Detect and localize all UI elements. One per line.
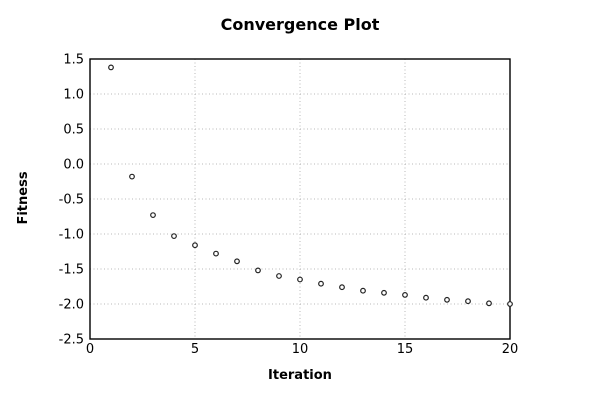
scatter-point <box>381 289 387 296</box>
scatter-point <box>423 294 429 301</box>
x-tick-label: 20 <box>502 342 519 357</box>
y-tick-label: 0.0 <box>63 158 84 173</box>
data-points <box>108 64 513 307</box>
y-tick-label: -2.0 <box>59 298 84 313</box>
chart-title: Convergence Plot <box>221 15 380 34</box>
x-tick-label: 0 <box>86 342 94 357</box>
scatter-point <box>507 301 513 307</box>
y-tick-label: 1.5 <box>63 53 84 68</box>
scatter-point <box>213 250 219 257</box>
scatter-point <box>318 280 324 287</box>
y-tick-labels: -2.5 -2.0 -1.5 -1.0 -0.5 0.0 0.5 1.0 1.5 <box>59 53 84 348</box>
y-axis-label: Fitness <box>16 171 31 224</box>
y-tick-label: 0.5 <box>63 123 84 138</box>
scatter-point <box>129 173 135 180</box>
scatter-point <box>192 242 198 249</box>
scatter-point <box>171 233 177 240</box>
scatter-point <box>276 273 282 279</box>
scatter-point <box>297 276 303 283</box>
scatter-point <box>360 287 366 294</box>
scatter-point <box>234 258 240 265</box>
scatter-point <box>444 296 450 303</box>
scatter-point <box>255 267 261 274</box>
scatter-point <box>108 64 114 71</box>
y-tick-label: -1.0 <box>59 228 84 243</box>
scatter-point <box>150 212 156 219</box>
scatter-point <box>465 298 471 305</box>
y-tick-label: -2.5 <box>59 333 84 348</box>
x-tick-label: 5 <box>191 342 199 357</box>
x-tick-label: 10 <box>292 342 309 357</box>
plot-frame <box>89 58 511 340</box>
scatter-point <box>486 300 492 307</box>
x-tick-labels: 0 5 10 15 20 <box>86 342 518 357</box>
x-tick-label: 15 <box>397 342 414 357</box>
grid-layer <box>90 59 510 339</box>
y-tick-label: -0.5 <box>59 193 84 208</box>
y-tick-label: 1.0 <box>63 88 84 103</box>
y-tick-label: -1.5 <box>59 263 84 278</box>
scatter-point <box>402 292 408 298</box>
x-axis-label: Iteration <box>268 368 332 383</box>
scatter-point <box>339 284 345 291</box>
